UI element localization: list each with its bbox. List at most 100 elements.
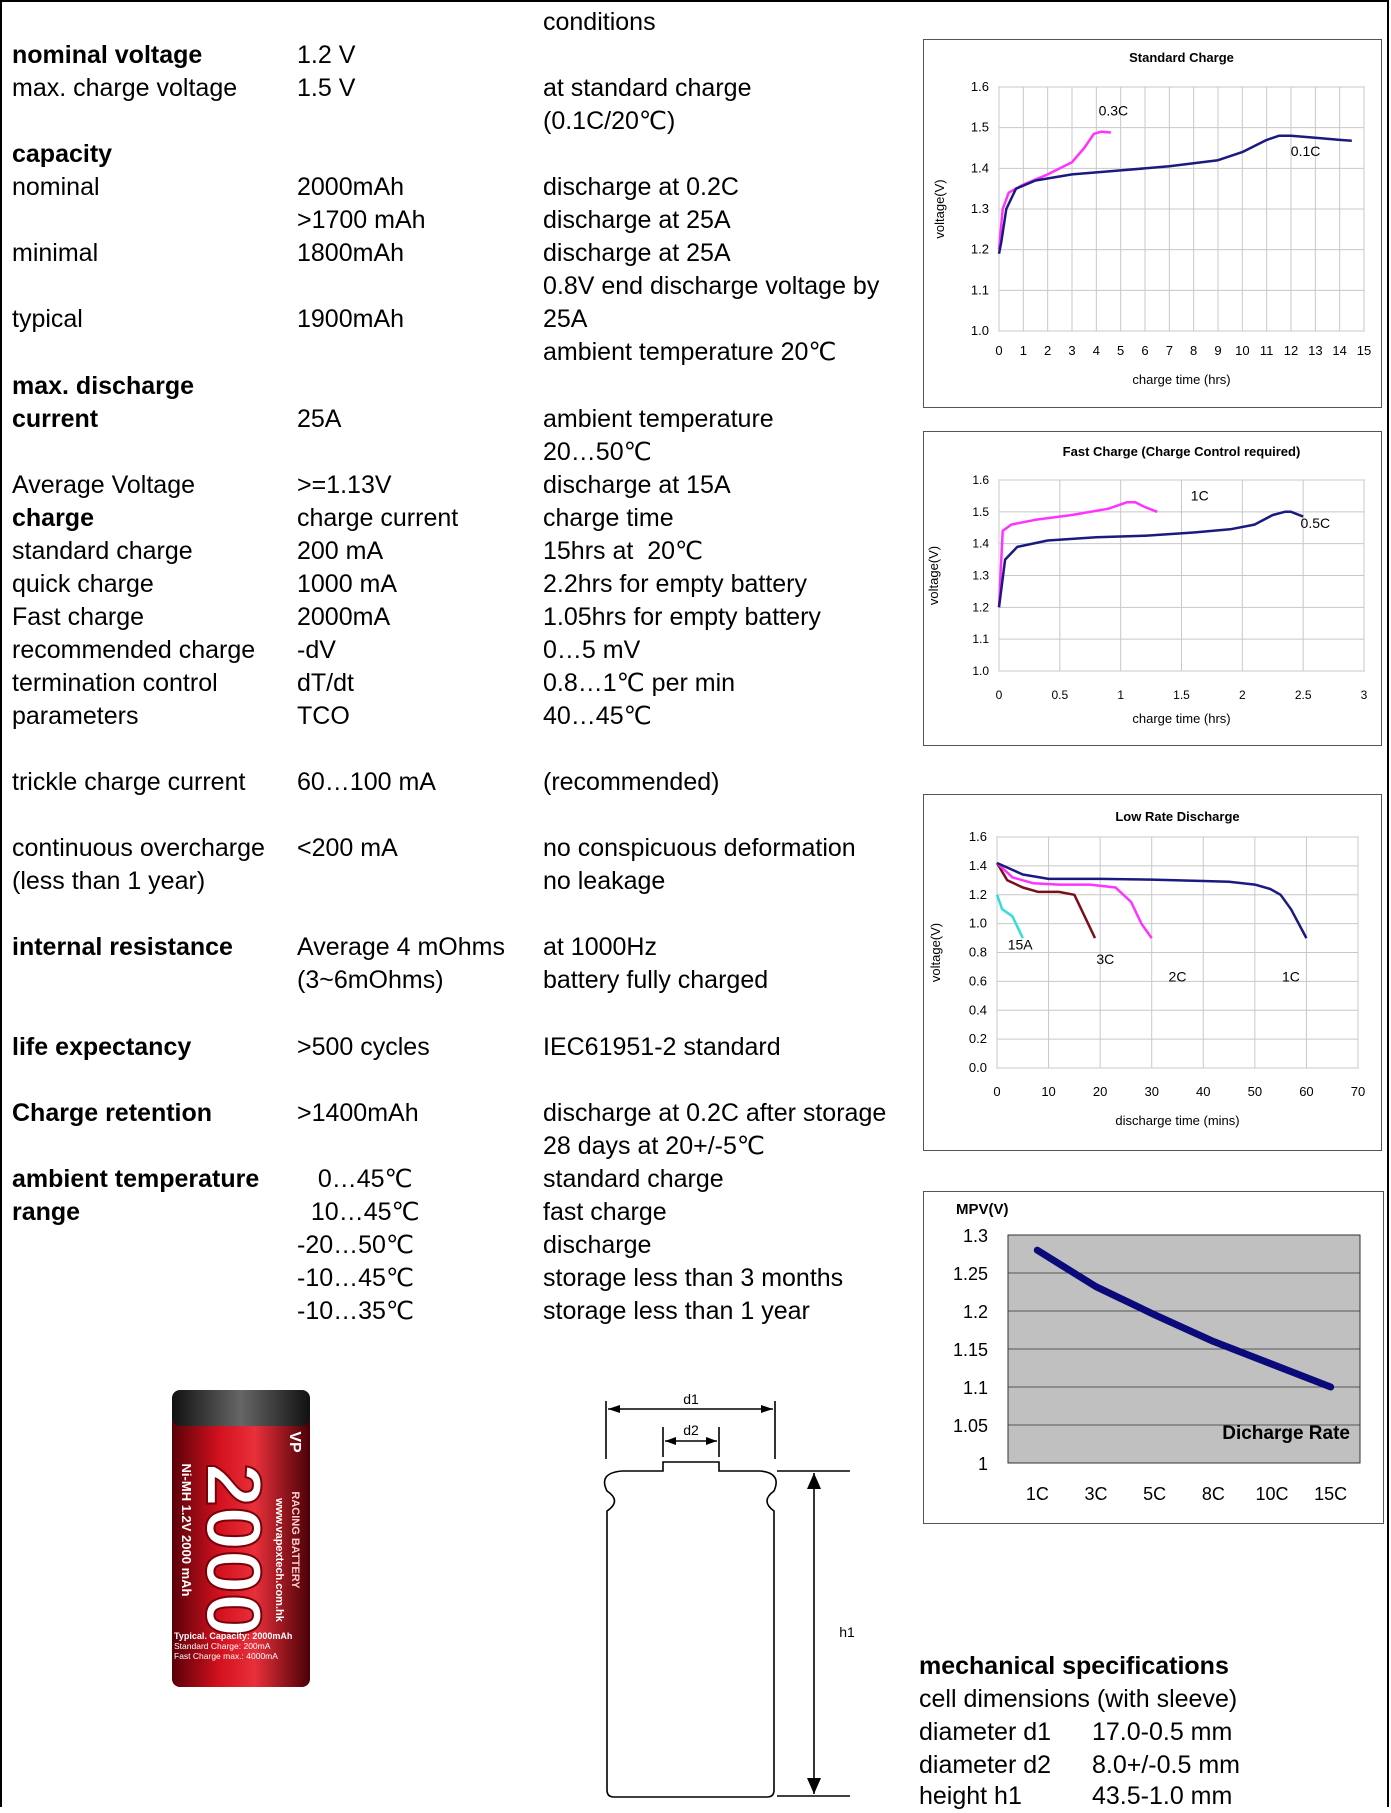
spec-value: 1000 mA	[297, 569, 398, 598]
spec-row	[2, 1064, 902, 1097]
mech-value-d2: 8.0+/-0.5 mm	[1092, 1751, 1240, 1779]
cell-outline	[603, 1461, 777, 1798]
x-tick-label: 0	[995, 343, 1002, 358]
spec-condition: IEC61951-2 standard	[543, 1032, 781, 1061]
chart-title: Fast Charge (Charge Control required)	[1063, 444, 1301, 459]
battery-model-text: 2000	[190, 1463, 278, 1637]
spec-label: nominal voltage	[12, 41, 203, 69]
spec-condition: no conspicuous deformation	[543, 834, 856, 863]
battery-url: www.vapextech.com.hk	[273, 1497, 285, 1623]
mech-label-d1: diameter d1	[919, 1718, 1052, 1746]
x-tick-label: 8C	[1202, 1484, 1225, 1504]
spec-label: typical	[12, 305, 83, 334]
spec-label: trickle charge current	[12, 768, 246, 797]
series-line-0.1C	[997, 134, 1352, 254]
x-axis-title: Dicharge Rate	[1222, 1423, 1350, 1444]
spec-value: TCO	[297, 702, 350, 730]
spec-label: (less than 1 year)	[12, 867, 206, 896]
x-axis-title: discharge time (mins)	[1115, 1113, 1239, 1128]
series-label: 1C	[1191, 488, 1209, 504]
y-tick-label: 1.2	[971, 242, 989, 257]
spec-label: capacity	[12, 140, 113, 169]
spec-value: 10…45℃	[297, 1197, 420, 1226]
spec-row: charge charge current charge time	[2, 502, 902, 535]
series-label: 3C	[1096, 951, 1114, 967]
spec-row: Average Voltage >=1.13V discharge at 15A	[2, 469, 902, 502]
x-tick-label: 3C	[1084, 1484, 1107, 1504]
series-label: 0.1C	[1291, 143, 1321, 159]
spec-condition: at standard charge	[543, 74, 752, 103]
x-axis-title: charge time (hrs)	[1132, 711, 1230, 726]
spec-label: recommended charge	[12, 635, 256, 664]
spec-row: nominal 2000mAh discharge at 0.2C	[2, 171, 902, 204]
d1-label: d1	[683, 1391, 699, 1407]
spec-row: (3~6mOhms) battery fully charged	[2, 964, 902, 997]
spec-condition: 0.8V end discharge voltage by	[543, 272, 880, 301]
x-tick-label: 1	[1117, 688, 1124, 702]
mech-value-d1: 17.0-0.5 mm	[1092, 1718, 1233, 1746]
spec-row: termination control dT/dt 0.8…1℃ per min	[2, 667, 902, 700]
x-tick-label: 14	[1332, 343, 1346, 358]
spec-value: -dV	[297, 635, 336, 664]
d1-arrow-left	[608, 1405, 620, 1413]
y-tick-label: 0.2	[969, 1031, 987, 1046]
spec-label: standard charge	[12, 536, 193, 565]
spec-row: Charge retention >1400mAh discharge at 0.2…	[2, 1097, 902, 1130]
x-tick-label: 0.5	[1051, 688, 1068, 702]
mech-value-h1: 43.5-1.0 mm	[1092, 1782, 1233, 1810]
mpv-chart: 1 1.05 1.1 1.15 1.2 1.25 1.3 1C 3C 5C 8C 10C 15C MPV(…	[923, 1191, 1384, 1524]
y-tick-label: 1.4	[972, 537, 989, 551]
cell-dimension-drawing: d1 d2 h1	[603, 1391, 855, 1798]
spec-value: 1.5 V	[297, 74, 356, 103]
y-tick-label: 1.4	[971, 160, 989, 175]
spec-row: trickle charge current 60…100 mA (recommen…	[2, 766, 902, 799]
fast-charge-svg: 0 0.5 1 1.5 2 2.5 3 1.0 1.1 1.2 1.3 1.4 1.5 1.6 Fast C…	[926, 444, 1368, 726]
y-tick-label: 1.1	[971, 282, 989, 297]
y-tick-label: 1.5	[971, 120, 989, 135]
y-tick-label: 0.0	[969, 1060, 987, 1075]
spec-row: -20…50℃ discharge	[2, 1229, 902, 1262]
y-tick-label: 1.15	[953, 1340, 988, 1360]
d2-arrow-right	[706, 1437, 717, 1445]
battery-side-text: Ni-MH 1.2V 2000 mAh	[179, 1464, 194, 1597]
x-tick-label: 2	[1044, 343, 1051, 358]
spec-row: typical 1900mAh 25A	[2, 303, 902, 336]
spec-value: -20…50℃	[297, 1230, 415, 1259]
spec-condition: 2.2hrs for empty battery	[543, 569, 808, 598]
x-tick-label: 2.5	[1295, 688, 1312, 702]
spec-row: life expectancy >500 cycles IEC61951-2 sta…	[2, 1031, 902, 1064]
spec-condition: (recommended)	[543, 768, 720, 797]
x-tick-label: 1.5	[1173, 688, 1190, 702]
y-tick-label: 1.1	[963, 1378, 988, 1398]
spec-label: Average Voltage	[12, 470, 196, 499]
mpv-series-line	[1033, 1246, 1335, 1391]
spec-label: ambient temperature	[12, 1164, 260, 1193]
x-tick-label: 10	[1235, 343, 1249, 358]
battery-caption-2: Standard Charge: 200mA	[174, 1641, 271, 1651]
spec-label: termination control	[12, 668, 218, 697]
spec-row: (0.1C/20℃)	[2, 105, 902, 138]
spec-value: 2000mA	[297, 602, 391, 631]
spec-condition: 15hrs at 20℃	[543, 536, 704, 565]
series-label: 15A	[1008, 937, 1034, 953]
spec-label: parameters	[12, 702, 139, 730]
h1-arrow-top	[807, 1473, 821, 1489]
spec-row: parameters TCO 40…45℃	[2, 700, 902, 733]
y-axis-title: voltage(V)	[926, 546, 941, 605]
spec-value: >1400mAh	[297, 1098, 419, 1127]
y-tick-label: 1.0	[971, 323, 989, 338]
spec-condition: 25A	[543, 305, 588, 334]
series-line-1C	[997, 501, 1158, 608]
spec-row: standard charge 200 mA 15hrs at 20℃	[2, 535, 902, 568]
x-tick-label: 1	[1020, 343, 1027, 358]
x-tick-label: 1C	[1026, 1484, 1049, 1504]
y-tick-label: 1.6	[971, 79, 989, 94]
spec-row: 0.8V end discharge voltage by	[2, 270, 902, 303]
y-tick-label: 1.6	[972, 473, 989, 487]
x-tick-label: 12	[1284, 343, 1298, 358]
spec-value: <200 mA	[297, 834, 398, 863]
spec-row: >1700 mAh discharge at 25A	[2, 204, 902, 237]
y-tick-label: 0.8	[969, 945, 987, 960]
spec-condition: discharge	[543, 1230, 652, 1259]
spec-condition: discharge at 0.2C after storage	[543, 1098, 887, 1127]
